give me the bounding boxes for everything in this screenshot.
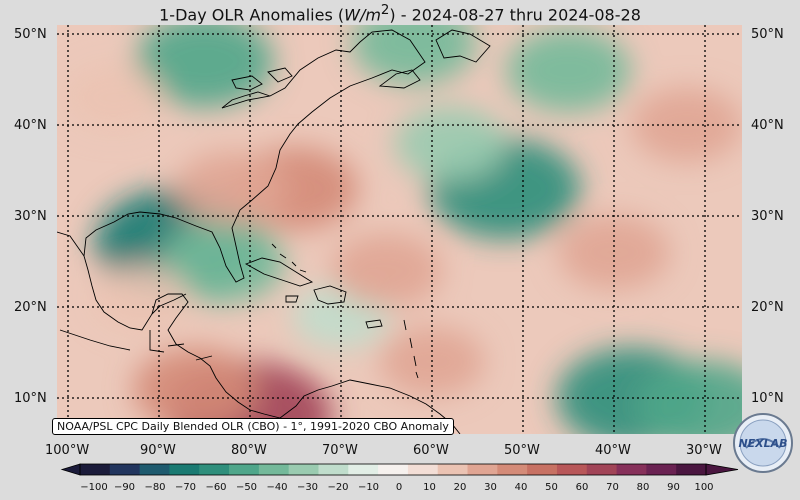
anomaly-blob: [64, 64, 163, 131]
coastline-maritimes: [378, 29, 491, 89]
anomaly-blob: [506, 28, 631, 112]
lat-label-left-40: 40°N: [14, 118, 47, 133]
colorbar-tick-label: 100: [694, 482, 714, 493]
colorbar-cell: [258, 464, 290, 475]
coastline-cuba: [244, 257, 314, 287]
coastline-us-east: [83, 29, 426, 419]
lon-label-90w: 90°W: [140, 443, 176, 458]
colorbar-cells: [60, 463, 739, 476]
colorbar-tick-label: 0: [395, 482, 403, 493]
lon-label-50w: 50°W: [504, 443, 540, 458]
colorbar-tick-label: −70: [174, 482, 197, 493]
colorbar-tick-label: −100: [80, 482, 108, 493]
data-source-credit: NOAA/PSL CPC Daily Blended OLR (CBO) - 1…: [52, 418, 454, 435]
nexlab-logo[interactable]: NEXLAB: [732, 412, 794, 474]
colorbar-cell: [318, 464, 349, 475]
anomaly-blob: [176, 151, 288, 226]
coastline-great-lakes: [221, 67, 293, 109]
colorbar-cell: [139, 464, 170, 475]
olr-anomaly-map: [57, 25, 742, 434]
lat-label-left-20: 20°N: [14, 300, 47, 315]
logo-text: NEXLAB: [738, 437, 787, 450]
colorbar-tick-label: −10: [357, 482, 380, 493]
colorbar-tick-label: 70: [606, 482, 619, 493]
coastline-puerto-rico: [365, 319, 383, 329]
colorbar-cell: [586, 464, 618, 475]
anomaly-blob: [351, 25, 477, 85]
colorbar-cell: [109, 464, 141, 475]
colorbar-tick-label: 80: [636, 482, 650, 493]
colorbar-cell: [288, 464, 319, 475]
colorbar-cell: [348, 464, 379, 475]
lat-label-left-50: 50°N: [14, 27, 47, 42]
colorbar-tick-label: 50: [545, 482, 558, 493]
colorbar-tick-label: 40: [514, 482, 528, 493]
anomaly-blob: [135, 25, 274, 108]
lat-label-right-10: 10°N: [751, 391, 784, 406]
anomaly-blob: [91, 265, 190, 331]
colorbar-cell: [378, 464, 409, 475]
colorbar-tick-label: 10: [423, 482, 436, 493]
graticule: [57, 25, 742, 434]
colorbar-cell: [229, 464, 260, 475]
lat-label-right-50: 50°N: [751, 27, 784, 42]
lat-label-right-30: 30°N: [751, 209, 784, 224]
title-prefix: 1-Day OLR Anomalies (: [159, 5, 345, 25]
anomaly-blob: [160, 219, 286, 304]
title-variable: W/m: [344, 5, 381, 25]
lat-label-left-10: 10°N: [14, 391, 47, 406]
lat-label-right-20: 20°N: [751, 300, 784, 315]
colorbar-cell: [80, 464, 111, 475]
colorbar-tick-label: 60: [575, 482, 589, 493]
coastline-jamaica: [285, 295, 299, 303]
colorbar-tick-label: 90: [667, 482, 680, 493]
borders-central-america: [59, 329, 213, 361]
anomaly-blob: [631, 87, 742, 163]
colorbar-tick-label: −40: [266, 482, 288, 493]
map-title: 1-Day OLR Anomalies (W/m2) - 2024-08-27 …: [0, 0, 800, 26]
colorbar-cell: [199, 464, 230, 475]
anomaly-blob: [394, 106, 507, 181]
colorbar-cell: [616, 464, 647, 475]
lon-label-100w: 100°W: [45, 443, 90, 458]
coastline-bahamas: [271, 243, 307, 273]
border-us-mexico: [57, 231, 85, 257]
colorbar-tick-label: −20: [327, 482, 349, 493]
anomaly-blob: [636, 361, 742, 434]
colorbar-tick-label: 30: [484, 482, 497, 493]
coastline-lesser-antilles: [403, 319, 419, 379]
anomaly-blob: [330, 233, 443, 308]
colorbar-cell: [169, 464, 200, 475]
lon-label-30w: 30°W: [686, 443, 722, 458]
coastline-yucatan: [151, 293, 187, 315]
lon-label-40w: 40°W: [595, 443, 631, 458]
colorbar-cell: [556, 464, 588, 475]
colorbar-min-arrow: [60, 463, 81, 476]
colorbar-tick-label: −60: [205, 482, 227, 493]
title-exponent: 2: [380, 3, 390, 18]
title-suffix: ) - 2024-08-27 thru 2024-08-28: [389, 5, 641, 25]
colorbar-cell: [676, 464, 707, 475]
colorbar-tick-label: −80: [144, 482, 166, 493]
colorbar-tick-label: −50: [235, 482, 258, 493]
colorbar-tick-label: −30: [296, 482, 319, 493]
lat-label-right-40: 40°N: [751, 118, 784, 133]
colorbar-cell: [437, 464, 469, 475]
colorbar-cell: [497, 464, 528, 475]
anomaly-blob: [558, 215, 670, 290]
colorbar-cell: [467, 464, 498, 475]
lon-label-80w: 80°W: [231, 443, 267, 458]
lat-label-left-30: 30°N: [14, 209, 47, 224]
coastline-hispaniola: [313, 285, 347, 305]
anomaly-blob: [133, 347, 258, 431]
lon-label-60w: 60°W: [413, 443, 449, 458]
colorbar-cell: [527, 464, 558, 475]
colorbar: [60, 463, 739, 476]
colorbar-tick-label: −90: [113, 482, 136, 493]
lon-label-70w: 70°W: [322, 443, 358, 458]
colorbar-tick-label: 20: [453, 482, 467, 493]
colorbar-cell: [407, 464, 439, 475]
colorbar-max-arrow: [705, 463, 739, 476]
colorbar-cell: [646, 464, 677, 475]
